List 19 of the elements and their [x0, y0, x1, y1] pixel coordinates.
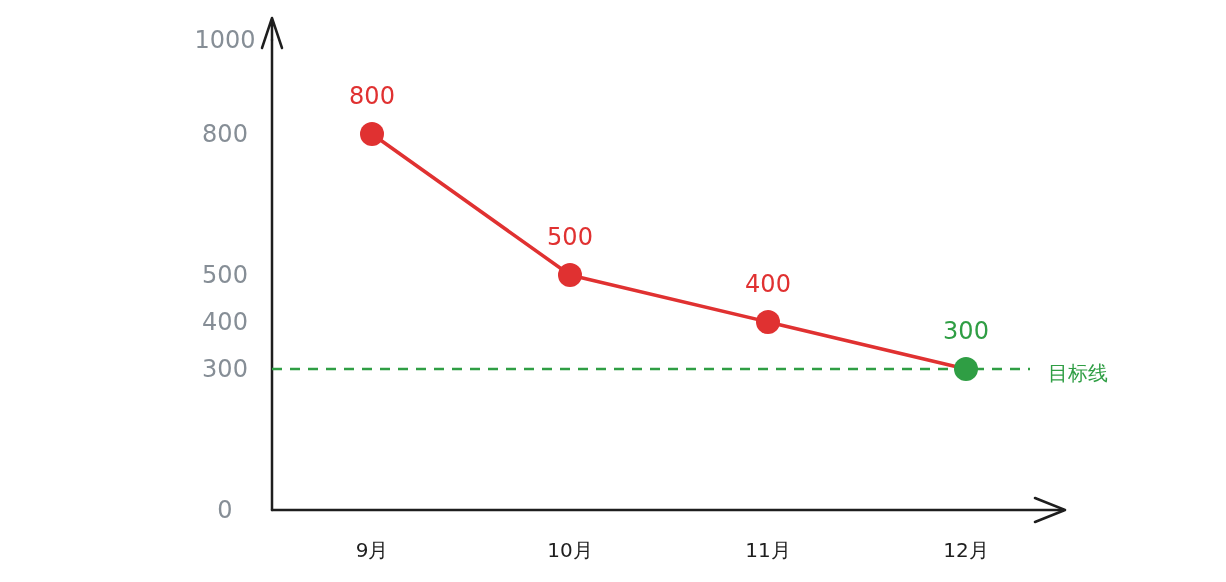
point — [360, 122, 384, 146]
x-tick-label: 12月 — [943, 538, 989, 562]
data-label: 400 — [745, 270, 791, 298]
point — [558, 263, 582, 287]
x-tick-label: 9月 — [355, 538, 389, 562]
y-tick-label: 500 — [202, 261, 248, 289]
x-tick-label: 10月 — [547, 538, 593, 562]
y-tick-label: 0 — [217, 496, 233, 524]
data-label: 800 — [349, 82, 395, 110]
y-tick-label: 800 — [202, 120, 248, 148]
x-tick-label: 11月 — [745, 538, 791, 562]
y-tick-label: 1000 — [194, 26, 256, 54]
data-label: 300 — [943, 317, 989, 345]
data-label: 500 — [547, 223, 593, 251]
point — [756, 310, 780, 334]
ref-line-label: 目标线 — [1048, 361, 1108, 385]
y-tick-label: 400 — [202, 308, 248, 336]
y-tick-label: 300 — [202, 355, 248, 383]
point — [954, 357, 978, 381]
